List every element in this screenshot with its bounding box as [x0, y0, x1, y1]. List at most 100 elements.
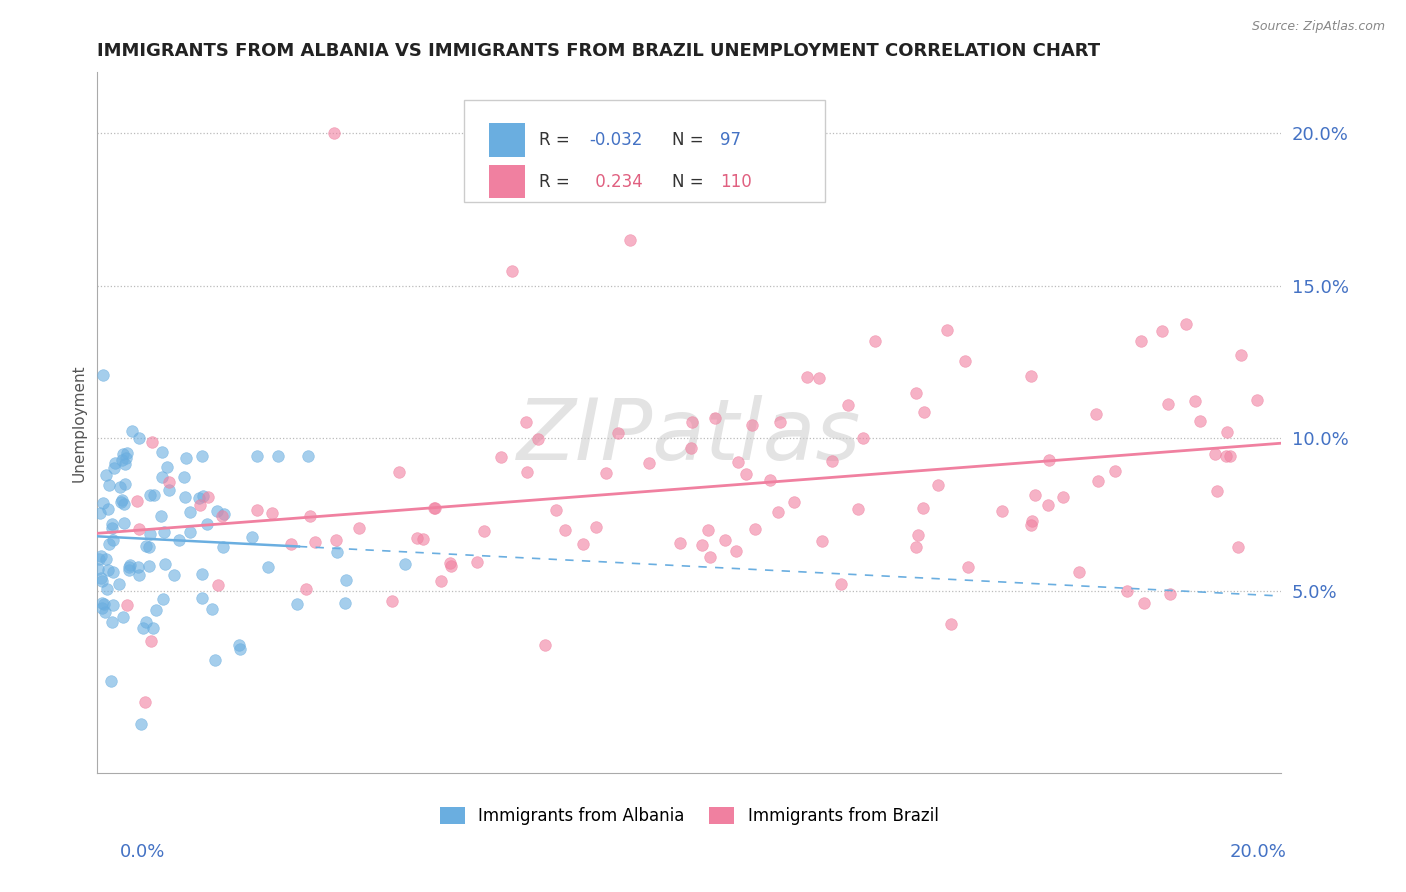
- Point: [101, 598, 124, 612]
- Point: [912, 404, 935, 418]
- Point: [90, 549, 112, 563]
- Point: [204, 653, 226, 667]
- Point: [1204, 447, 1226, 461]
- Text: -0.032: -0.032: [589, 131, 643, 149]
- Point: [863, 334, 886, 349]
- Point: [128, 522, 150, 536]
- Point: [115, 446, 138, 460]
- Point: [100, 673, 122, 688]
- Point: [991, 504, 1014, 518]
- Point: [107, 577, 129, 591]
- Point: [139, 527, 162, 541]
- Point: [690, 538, 713, 552]
- Point: [554, 523, 576, 537]
- Point: [1019, 369, 1042, 384]
- Point: [100, 517, 122, 532]
- Point: [91, 601, 114, 615]
- Point: [179, 505, 201, 519]
- Point: [905, 385, 928, 400]
- Point: [139, 487, 162, 501]
- Point: [837, 398, 859, 412]
- Point: [852, 431, 875, 445]
- Point: [139, 634, 162, 648]
- Point: [297, 449, 319, 463]
- Point: [325, 545, 347, 559]
- Point: [207, 503, 229, 517]
- Point: [91, 596, 114, 610]
- Point: [98, 477, 121, 491]
- Point: [127, 559, 149, 574]
- Point: [173, 490, 195, 504]
- Point: [1152, 325, 1174, 339]
- Point: [90, 574, 112, 588]
- Point: [405, 531, 427, 545]
- FancyBboxPatch shape: [464, 101, 825, 202]
- Point: [638, 456, 661, 470]
- Point: [112, 610, 135, 624]
- Point: [423, 500, 446, 515]
- Point: [912, 500, 935, 515]
- Point: [699, 549, 721, 564]
- Point: [87, 562, 110, 576]
- Text: 20.0%: 20.0%: [1230, 843, 1286, 861]
- Point: [138, 540, 160, 554]
- Point: [150, 509, 173, 524]
- Point: [121, 425, 143, 439]
- Point: [211, 508, 233, 523]
- Point: [89, 506, 111, 520]
- Point: [246, 449, 269, 463]
- Point: [93, 597, 115, 611]
- Point: [783, 495, 806, 509]
- Point: [735, 467, 758, 482]
- Point: [142, 621, 165, 635]
- Point: [957, 560, 980, 574]
- Point: [132, 621, 155, 635]
- Point: [91, 496, 114, 510]
- Text: R =: R =: [538, 131, 575, 149]
- Point: [111, 493, 134, 508]
- Point: [1157, 397, 1180, 411]
- Point: [111, 453, 134, 467]
- Point: [811, 534, 834, 549]
- Point: [527, 433, 550, 447]
- Point: [679, 441, 702, 455]
- Point: [501, 263, 523, 277]
- Point: [191, 449, 214, 463]
- Point: [94, 552, 117, 566]
- Point: [87, 552, 110, 566]
- Legend: Immigrants from Albania, Immigrants from Brazil: Immigrants from Albania, Immigrants from…: [440, 806, 938, 825]
- Point: [101, 533, 124, 547]
- Point: [157, 483, 180, 497]
- Point: [108, 480, 131, 494]
- Point: [325, 533, 347, 548]
- Text: ZIPatlas: ZIPatlas: [517, 395, 860, 478]
- Point: [907, 528, 929, 542]
- Point: [128, 568, 150, 582]
- Point: [167, 533, 190, 547]
- Point: [193, 489, 215, 503]
- Point: [335, 596, 357, 610]
- Point: [769, 415, 792, 429]
- Point: [381, 594, 404, 608]
- Point: [936, 323, 959, 337]
- Point: [697, 523, 720, 537]
- Point: [115, 451, 138, 466]
- Point: [118, 563, 141, 577]
- Point: [90, 571, 112, 585]
- Point: [97, 502, 120, 516]
- Point: [152, 592, 174, 607]
- Point: [134, 695, 156, 709]
- Point: [489, 450, 512, 465]
- Point: [245, 503, 267, 517]
- Point: [1184, 393, 1206, 408]
- Point: [163, 568, 186, 582]
- Text: 110: 110: [720, 172, 752, 191]
- Point: [135, 615, 157, 629]
- Point: [439, 556, 461, 570]
- Point: [820, 453, 842, 467]
- Point: [101, 615, 124, 630]
- Point: [744, 522, 766, 536]
- Point: [1130, 334, 1153, 348]
- Point: [544, 502, 567, 516]
- Point: [1052, 491, 1074, 505]
